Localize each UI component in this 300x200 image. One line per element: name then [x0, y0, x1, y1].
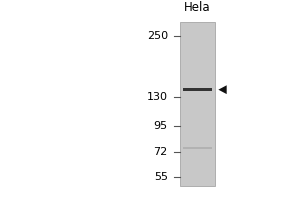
Text: 250: 250 — [147, 31, 168, 41]
Text: 55: 55 — [154, 172, 168, 182]
Text: 72: 72 — [154, 147, 168, 157]
Text: Hela: Hela — [184, 1, 211, 14]
Polygon shape — [218, 85, 227, 94]
Bar — [183, 147, 212, 149]
Text: 130: 130 — [147, 92, 168, 102]
Bar — [180, 22, 215, 186]
Text: 95: 95 — [154, 121, 168, 131]
Bar — [183, 88, 212, 91]
